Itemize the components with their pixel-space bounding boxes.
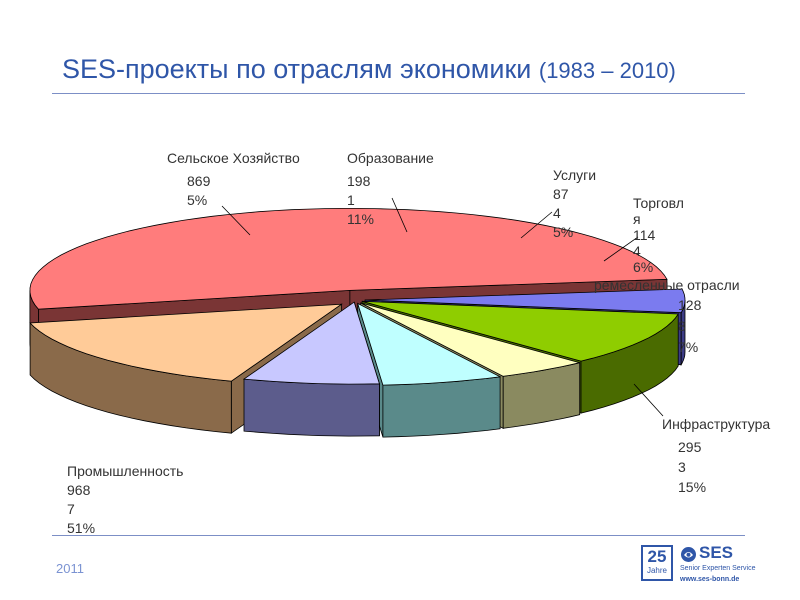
- logo-tagline: Senior Experten Service: [680, 565, 756, 572]
- page-title: SES-проекты по отраслям экономики (1983 …: [62, 54, 676, 85]
- slice-label-6: Инфраструктура 295 3 15%: [662, 416, 770, 495]
- slice-label-3: Услуги 87 4 5%: [553, 167, 596, 240]
- anniversary-badge: 25 Jahre: [641, 545, 673, 581]
- slice-0-top: [29, 208, 668, 310]
- badge-word: Jahre: [646, 566, 667, 575]
- logo-name: SES: [699, 543, 734, 562]
- badge-number: 25: [647, 547, 667, 566]
- slice-label-4: Торговл я 114 4 6%: [633, 195, 684, 275]
- leader-line-6: [633, 383, 664, 417]
- slice-labels: Промышленность 968 7 51% Сельское Хозяйство 8…: [67, 150, 770, 536]
- slice-label-2: Образование 198 1 11%: [347, 150, 434, 227]
- title-divider: [52, 93, 745, 94]
- leader-line-1: [221, 205, 251, 236]
- footer-divider: [52, 535, 745, 536]
- slice-4-top: [357, 302, 502, 386]
- title-main: SES-проекты по отраслям экономики: [62, 54, 532, 84]
- pie-slices: [29, 208, 686, 438]
- slice-6-top: [29, 303, 343, 382]
- ses-logo-icon: [681, 547, 696, 562]
- slice-2-top: [361, 300, 679, 362]
- slice-5-outer-wall: [243, 378, 380, 437]
- footer-year: 2011: [56, 561, 84, 576]
- slice-label-1: Сельское Хозяйство 869 5%: [167, 150, 300, 208]
- slice-1-top: [364, 288, 686, 314]
- logo-url: www.ses-bonn.de: [680, 576, 740, 583]
- slice-4-outer-wall: [382, 376, 501, 438]
- slice-3-top: [360, 302, 580, 377]
- slice-5-top: [242, 301, 380, 385]
- leader-line-3: [520, 211, 553, 239]
- title-years: (1983 – 2010): [538, 58, 676, 83]
- slice-label-0: Промышленность 968 7 51%: [67, 463, 183, 536]
- leader-lines: [221, 197, 664, 417]
- slice-label-5: ремесленные отрасли 128 8 7%: [594, 277, 740, 355]
- leader-line-2: [391, 197, 408, 233]
- leader-line-4: [603, 236, 639, 262]
